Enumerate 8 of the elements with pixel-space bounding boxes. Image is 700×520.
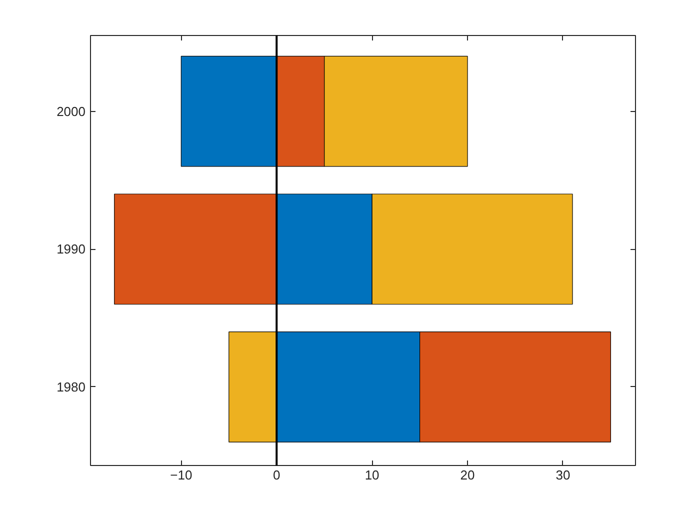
x-tick-label: 30: [556, 468, 570, 482]
y-tick-label: 2000: [56, 104, 86, 119]
y-tick-label: 1990: [56, 242, 86, 257]
x-tick-label: 10: [364, 468, 380, 482]
x-tick-label: 0: [273, 468, 280, 482]
y-tick-label: 1980: [56, 379, 86, 394]
x-tick-label: −10: [170, 468, 192, 482]
x-tick-label: 20: [460, 468, 475, 482]
